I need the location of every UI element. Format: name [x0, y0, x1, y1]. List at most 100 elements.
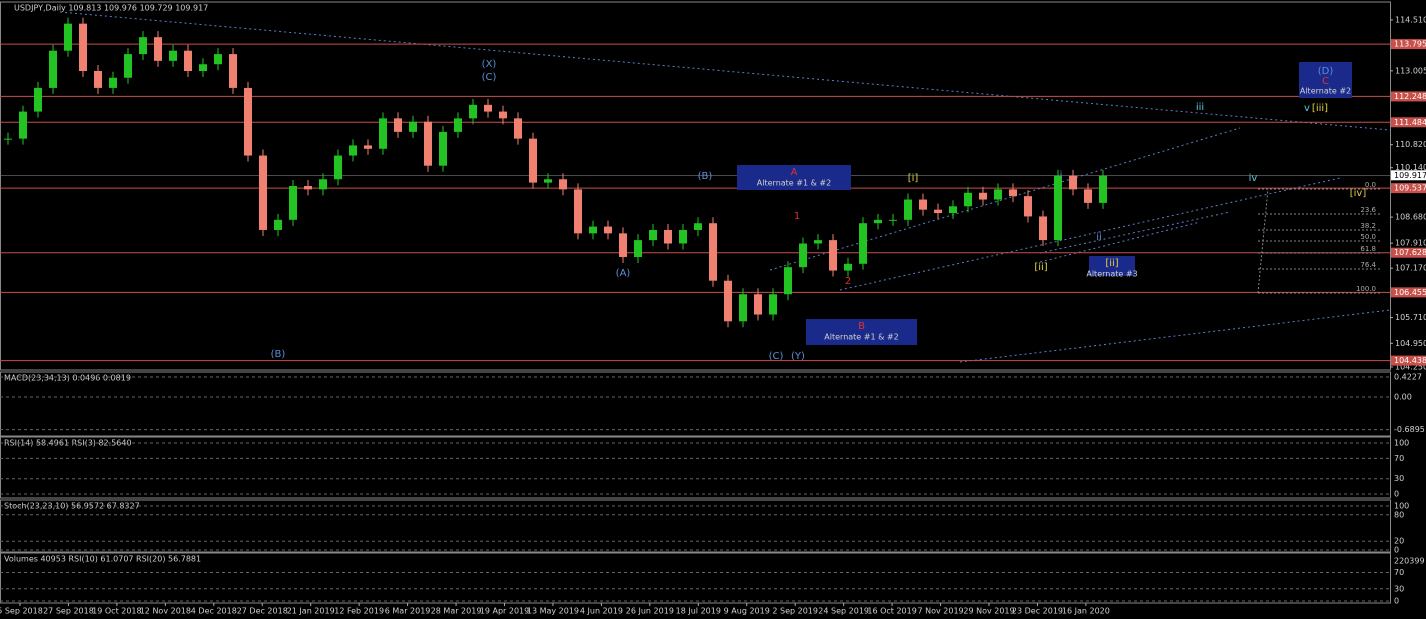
- alt-box: [1089, 256, 1135, 276]
- x-tick-label: 12 Feb 2019: [334, 607, 384, 616]
- wave-label: (Y): [791, 351, 805, 362]
- wave-label: (B): [698, 171, 713, 182]
- x-tick-label: 16 Oct 2019: [867, 607, 916, 616]
- y-tick-label: 30: [1394, 474, 1404, 483]
- x-tick-label: 16 Jan 2020: [1062, 607, 1110, 616]
- level-label-bg: [1391, 247, 1426, 258]
- candle: [949, 206, 957, 214]
- x-tick-label: 9 Aug 2019: [724, 607, 770, 616]
- wave-label: (C): [769, 351, 784, 362]
- box-head: A: [791, 167, 798, 178]
- candle: [709, 223, 717, 281]
- candle: [1069, 175, 1077, 190]
- box-head: (D): [1318, 66, 1334, 77]
- candle: [334, 155, 342, 180]
- box-text: Alternate #1 & #2: [824, 333, 898, 342]
- y-tick-label: -0.6895: [1394, 425, 1425, 434]
- y-tick-label: 110.140: [1395, 163, 1426, 172]
- last-price-bg: [1391, 170, 1426, 181]
- candle: [769, 294, 777, 315]
- fib-label: 100.0: [1356, 285, 1376, 293]
- fib-label: 50.0: [1360, 233, 1376, 241]
- y-tick-label: 113.005: [1395, 66, 1426, 75]
- candle: [1024, 196, 1032, 217]
- candle: [544, 179, 552, 183]
- indicator-top-label: 220399: [1394, 557, 1425, 566]
- x-tick-label: 19 Oct 2018: [92, 607, 141, 616]
- level-label-bg: [1391, 355, 1426, 366]
- box-text: Alternate #3: [1086, 270, 1137, 279]
- x-tick-label: 27 Sep 2018: [43, 607, 94, 616]
- candle: [304, 186, 312, 190]
- y-tick-label: 70: [1394, 568, 1404, 577]
- wave-label: iv: [1249, 173, 1258, 184]
- candle: [814, 240, 822, 244]
- alt-box: [1299, 62, 1352, 98]
- y-tick-label: 0.00: [1394, 392, 1412, 401]
- candle: [574, 189, 582, 234]
- y-tick-label: 80: [1394, 510, 1404, 519]
- candle: [739, 294, 747, 322]
- box-mid: C: [1322, 76, 1329, 87]
- level-label: 112.248: [1394, 92, 1426, 101]
- indicator-title: Stoch(23,23,10) 56.9572 67.8327: [4, 502, 140, 511]
- x-tick-label: 4 Jun 2019: [580, 607, 623, 616]
- candle: [244, 87, 252, 156]
- candle: [469, 104, 477, 119]
- chart-title: USDJPY,Daily 109.813 109.976 109.729 109…: [14, 4, 208, 13]
- fib-handle: [1257, 188, 1269, 294]
- candle: [64, 23, 72, 51]
- candle: [859, 223, 867, 264]
- candle: [1099, 175, 1107, 203]
- candle: [109, 77, 117, 88]
- candle: [349, 145, 357, 156]
- level-label-bg: [1391, 287, 1426, 298]
- alt-box: [737, 165, 851, 190]
- wave-label: iii: [1196, 102, 1204, 113]
- candle: [724, 280, 732, 322]
- alt-box: [806, 319, 917, 345]
- trendline: [1039, 211, 1231, 254]
- level-label: 104.438: [1394, 356, 1426, 365]
- candle: [49, 50, 57, 88]
- y-tick-label: 108.680: [1395, 213, 1426, 222]
- x-tick-label: 21 Jan 2019: [287, 607, 335, 616]
- fib-label: 38.2: [1360, 222, 1376, 230]
- candle: [1039, 216, 1047, 241]
- wave-label: (A): [616, 268, 631, 279]
- wave-label: (X): [482, 59, 497, 70]
- x-tick-label: 19 Apr 2019: [480, 607, 529, 616]
- candle: [154, 37, 162, 61]
- candle: [454, 118, 462, 132]
- candle: [799, 243, 807, 268]
- candle: [694, 223, 702, 230]
- candle: [289, 186, 297, 220]
- y-tick-label: 105.710: [1395, 313, 1426, 322]
- candle: [874, 219, 882, 224]
- candle: [844, 263, 852, 271]
- candle: [439, 131, 447, 166]
- wave-label: (B): [271, 349, 286, 360]
- fib-label: 23.6: [1360, 206, 1376, 214]
- x-tick-label: 28 Mar 2019: [431, 607, 482, 616]
- y-tick-label: 107.170: [1395, 264, 1426, 273]
- level-label-bg: [1391, 117, 1426, 128]
- x-tick-label: 5 Sep 2018: [0, 607, 43, 616]
- level-label: 111.484: [1394, 118, 1426, 127]
- candle: [829, 240, 837, 271]
- candle: [559, 179, 567, 190]
- level-label: 106.455: [1394, 288, 1426, 297]
- y-tick-label: 0: [1394, 596, 1399, 605]
- candle: [904, 199, 912, 220]
- wave-label: (C): [482, 72, 497, 83]
- trendline: [839, 177, 1341, 291]
- x-tick-label: 27 Dec 2018: [237, 607, 288, 616]
- trendline: [769, 127, 1241, 271]
- candle: [499, 111, 507, 119]
- panel-frame: [0, 552, 1391, 604]
- candle: [19, 111, 27, 139]
- last-price-label: 109.917: [1394, 171, 1426, 180]
- x-tick-label: 24 Sep 2019: [818, 607, 869, 616]
